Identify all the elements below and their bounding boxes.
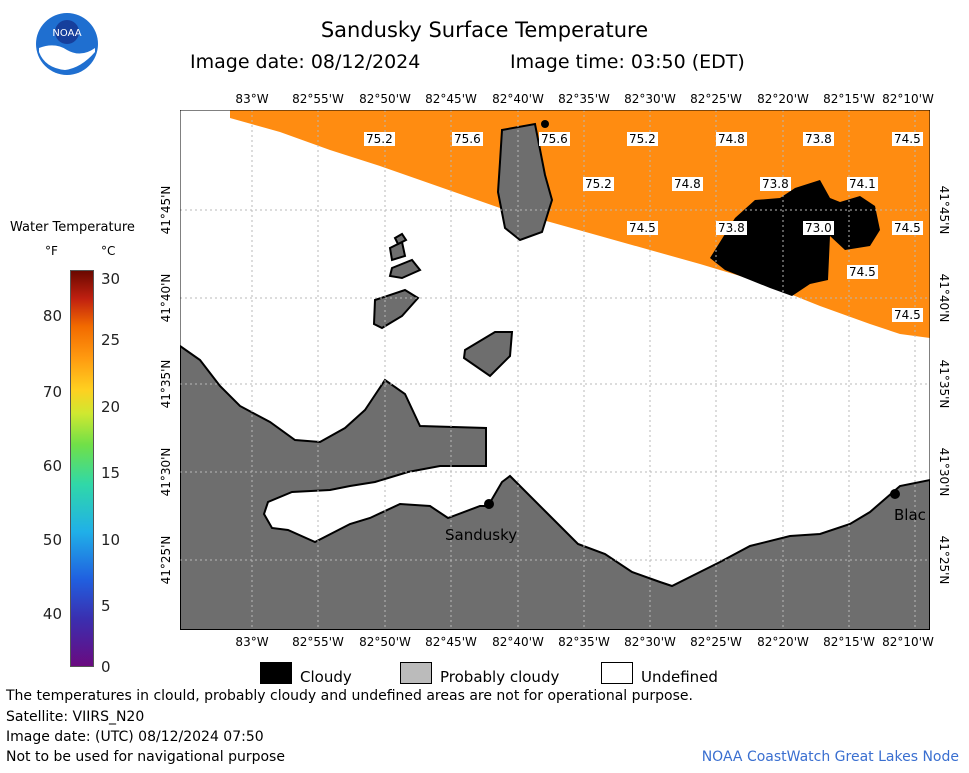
lake-map <box>180 110 930 630</box>
lat-label: 41°30'N <box>937 447 951 497</box>
lat-label: 41°30'N <box>159 447 173 497</box>
lon-label: 82°55'W <box>292 92 344 106</box>
tick-f: 80 <box>42 307 62 325</box>
temperature-label: 75.2 <box>364 132 395 146</box>
navigation-warning: Not to be used for navigational purpose <box>6 749 285 765</box>
temperature-label: 73.0 <box>803 221 834 235</box>
tick-f: 70 <box>42 383 62 401</box>
city-label-blac: Blac <box>894 506 926 524</box>
lat-label: 41°25'N <box>159 535 173 585</box>
tick-c: 25 <box>101 331 121 349</box>
noaa-logo-text: NOAA <box>52 28 81 39</box>
temperature-label: 73.8 <box>760 177 791 191</box>
temperature-label: 75.6 <box>452 132 483 146</box>
temperature-label: 74.5 <box>627 221 658 235</box>
legend-undefined-label: Undefined <box>641 668 718 686</box>
mainland-shore <box>180 344 930 630</box>
lon-label: 82°55'W <box>292 635 344 649</box>
tick-f: 40 <box>42 605 62 623</box>
island-marker <box>541 120 549 128</box>
legend-probably-cloudy-label: Probably cloudy <box>440 668 560 686</box>
lon-label: 82°15'W <box>823 635 875 649</box>
lat-label: 41°25'N <box>937 535 951 585</box>
tick-c: 15 <box>101 464 121 482</box>
lon-label: 82°30'W <box>624 92 676 106</box>
satellite-text: Satellite: VIIRS_N20 <box>6 709 145 725</box>
lat-label: 41°45'N <box>159 185 173 235</box>
tick-c: 5 <box>101 597 111 615</box>
image-date: Image date: 08/12/2024 <box>190 51 421 73</box>
map-title: Sandusky Surface Temperature <box>320 18 649 42</box>
lon-label: 82°40'W <box>492 635 544 649</box>
temperature-label: 74.1 <box>847 177 878 191</box>
temperature-label: 75.6 <box>539 132 570 146</box>
temperature-label: 75.2 <box>583 177 614 191</box>
unit-fahrenheit: °F <box>45 244 58 258</box>
lon-label: 82°25'W <box>690 92 742 106</box>
image-time: Image time: 03:50 (EDT) <box>510 51 745 73</box>
unit-celsius: °C <box>101 244 116 258</box>
lon-label: 82°45'W <box>425 92 477 106</box>
utc-date-text: Image date: (UTC) 08/12/2024 07:50 <box>6 729 264 745</box>
temperature-colorbar <box>70 270 94 667</box>
tick-c: 10 <box>101 531 121 549</box>
blac-marker <box>890 489 900 499</box>
temperature-label: 74.8 <box>716 132 747 146</box>
temperature-label: 74.5 <box>847 265 878 279</box>
temperature-label: 74.5 <box>892 221 923 235</box>
land-island-peninsula <box>496 122 554 242</box>
lon-label: 82°25'W <box>690 635 742 649</box>
legend-cloudy-label: Cloudy <box>300 668 352 686</box>
lon-label: 83°W <box>235 92 269 106</box>
temperature-label: 73.8 <box>803 132 834 146</box>
lon-label: 82°35'W <box>558 92 610 106</box>
lon-label: 82°45'W <box>425 635 477 649</box>
lon-label: 82°20'W <box>757 635 809 649</box>
lon-label: 82°50'W <box>359 635 411 649</box>
tick-c: 20 <box>101 398 121 416</box>
sandusky-marker <box>484 499 494 509</box>
lon-label: 83°W <box>235 635 269 649</box>
noaa-logo: NOAA <box>36 13 98 75</box>
temperature-label: 74.8 <box>672 177 703 191</box>
disclaimer-text: The temperatures in clould, probably clo… <box>6 688 693 704</box>
legend-undefined-swatch <box>601 662 633 684</box>
legend-probably-cloudy-swatch <box>400 662 432 684</box>
lon-label: 82°35'W <box>558 635 610 649</box>
tick-f: 50 <box>42 531 62 549</box>
tick-f: 60 <box>42 457 62 475</box>
city-label-sandusky: Sandusky <box>445 526 518 544</box>
lat-label: 41°45'N <box>937 185 951 235</box>
temperature-label: 73.8 <box>716 221 747 235</box>
temperature-label: 74.5 <box>892 132 923 146</box>
land-island <box>462 331 514 378</box>
lon-label: 82°10'W <box>882 635 934 649</box>
temperature-label: 75.2 <box>627 132 658 146</box>
land-island <box>388 258 422 280</box>
credit-text: NOAA CoastWatch Great Lakes Node <box>701 749 959 765</box>
lon-label: 82°20'W <box>757 92 809 106</box>
cloud-region <box>710 180 880 296</box>
lon-label: 82°40'W <box>492 92 544 106</box>
land-island <box>393 232 408 246</box>
legend-cloudy-swatch <box>260 662 292 684</box>
lon-label: 82°50'W <box>359 92 411 106</box>
lon-label: 82°15'W <box>823 92 875 106</box>
color-scale-title: Water Temperature <box>10 220 135 235</box>
tick-c: 30 <box>101 270 121 288</box>
lat-label: 41°35'N <box>159 359 173 409</box>
tick-c: 0 <box>101 658 111 676</box>
land-island <box>372 288 420 330</box>
lat-label: 41°40'N <box>937 273 951 323</box>
lat-label: 41°40'N <box>159 273 173 323</box>
lat-label: 41°35'N <box>937 359 951 409</box>
temperature-label: 74.5 <box>892 308 923 322</box>
lon-label: 82°30'W <box>624 635 676 649</box>
grid-lines <box>180 110 930 630</box>
lon-label: 82°10'W <box>882 92 934 106</box>
